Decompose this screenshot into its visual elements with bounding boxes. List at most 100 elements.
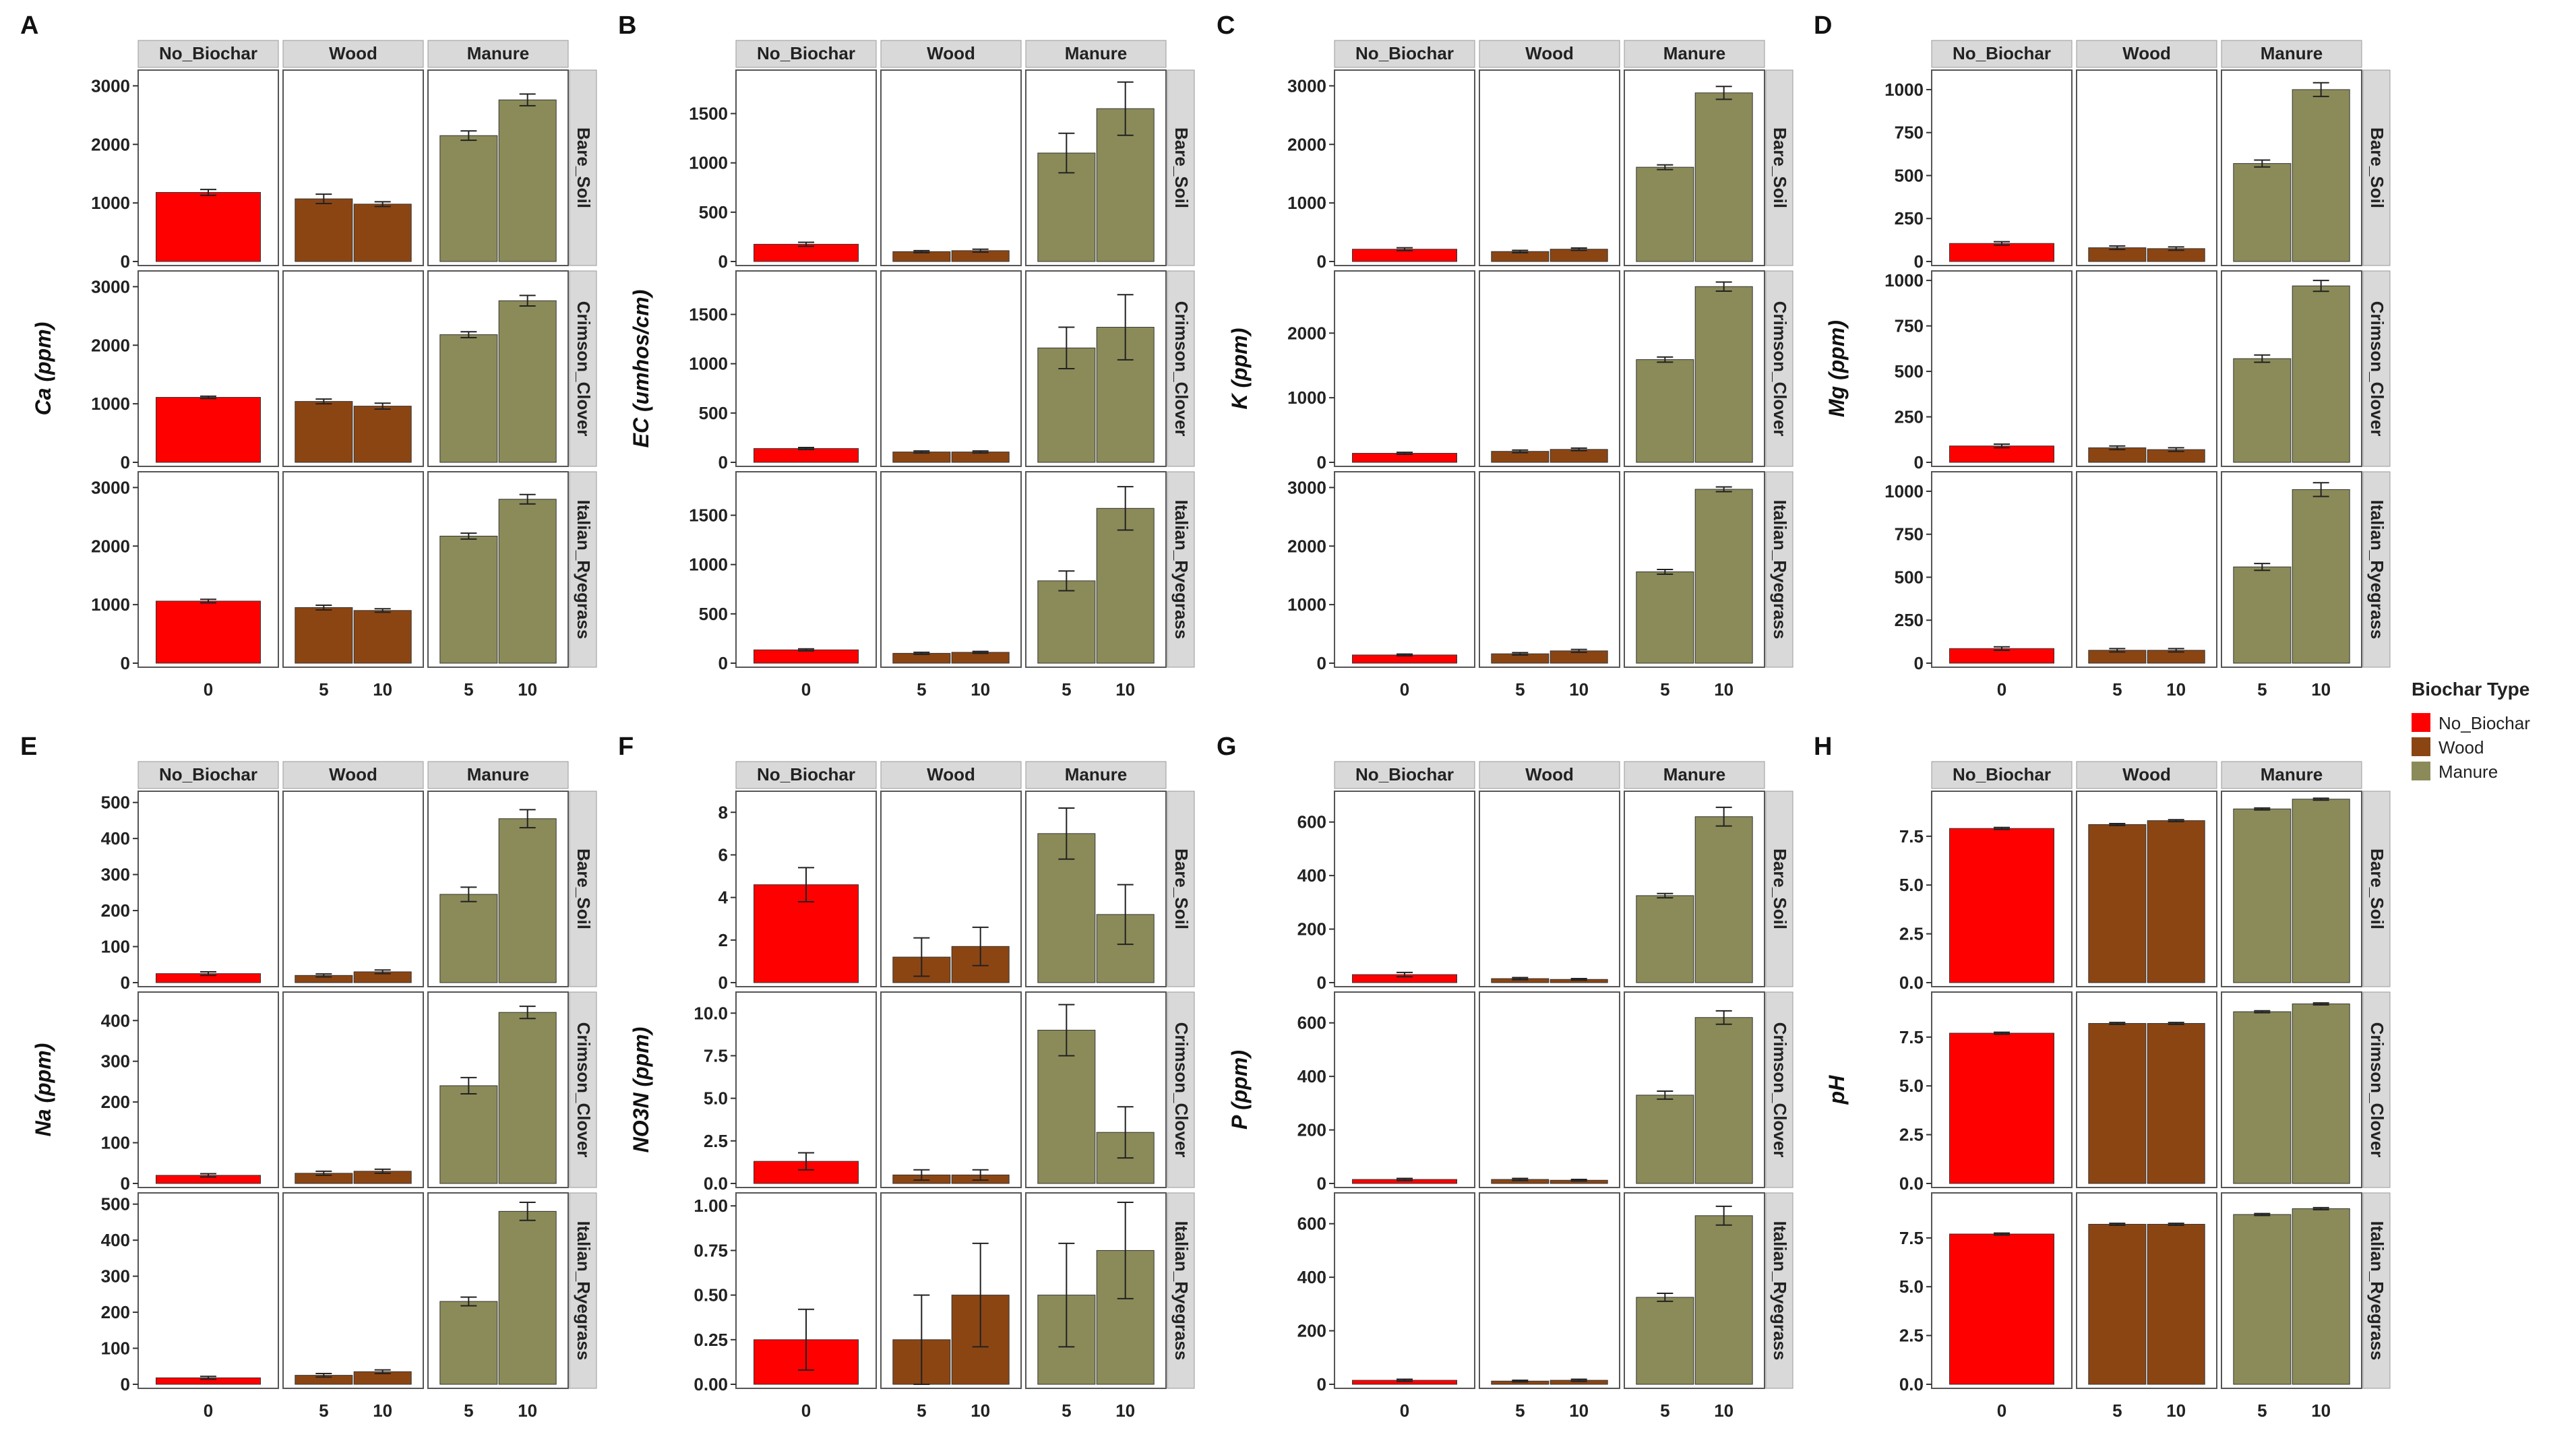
- chart-c-xtick-label: 10: [1569, 679, 1589, 700]
- chart-f-xtick-label: 10: [971, 1400, 990, 1421]
- chart-f-strip-manure: [1025, 761, 1167, 789]
- chart-h-xtick-label: 5: [2257, 1400, 2267, 1421]
- chart-e-ytick-label: 0: [121, 1173, 130, 1194]
- chart-a-ytick-label: 2000: [91, 536, 130, 556]
- chart-h-strip-manure: [2221, 761, 2362, 789]
- chart-f-row-label-bare_soil: Bare_Soil: [1171, 849, 1192, 929]
- chart-c-xtick-label: 5: [1515, 679, 1525, 700]
- chart-g-ytick-label: 600: [1297, 1214, 1326, 1234]
- chart-d-ytick-label: 750: [1895, 316, 1924, 336]
- chart-a-ytick-label: 0: [121, 653, 130, 673]
- chart-g-row-label-crimson_clover: Crimson_Clover: [1770, 1022, 1790, 1158]
- chart-b-panel-wood-italian_ryegrass: [880, 471, 1022, 668]
- chart-b-panel-no_biochar-crimson_clover: [735, 270, 877, 467]
- chart-g-ytick-label: 400: [1297, 1267, 1326, 1287]
- chart-g-xtick-label: 10: [1569, 1400, 1589, 1421]
- chart-e-xtick-label: 5: [464, 1400, 473, 1421]
- chart-c-row-strip-crimson_clover: [1765, 270, 1793, 467]
- chart-e-row-label-bare_soil: Bare_Soil: [574, 849, 594, 929]
- chart-c-xtick-label: 10: [1714, 679, 1734, 700]
- chart-a-xtick-label: 5: [464, 679, 473, 700]
- chart-g-y-axis-label: P (ppm): [1227, 1050, 1252, 1130]
- chart-f-strip-label-no_biochar: No_Biochar: [757, 764, 855, 784]
- chart-e-ytick-label: 300: [101, 865, 130, 885]
- legend-swatch-manure: [2412, 762, 2430, 780]
- chart-d-ytick-label: 500: [1895, 567, 1924, 587]
- chart-a-ytick-label: 2000: [91, 134, 130, 154]
- chart-c-strip-label-manure: Manure: [1663, 43, 1725, 63]
- chart-a-ytick-label: 1000: [91, 193, 130, 213]
- chart-f-row-strip-bare_soil: [1167, 791, 1195, 987]
- chart-c-ytick-label: 2000: [1287, 536, 1326, 556]
- chart-h-y-axis-label: pH: [1824, 1075, 1849, 1105]
- chart-c-row-label-italian_ryegrass: Italian_Ryegrass: [1770, 500, 1790, 640]
- chart-g-panel-no_biochar-crimson_clover: [1334, 991, 1475, 1188]
- chart-h-bar: [2147, 1224, 2205, 1385]
- chart-e-xtick-label: 5: [319, 1400, 328, 1421]
- chart-b-bar: [754, 448, 859, 463]
- chart-g-bar: [1636, 895, 1694, 983]
- chart-e-ytick-label: 400: [101, 1010, 130, 1030]
- chart-h-bar: [1949, 828, 2054, 983]
- chart-e-row-label-italian_ryegrass: Italian_Ryegrass: [574, 1221, 594, 1361]
- chart-d-strip-wood: [2076, 40, 2217, 68]
- legend-swatch-no-biochar: [2412, 713, 2430, 732]
- chart-d-row-strip-italian_ryegrass: [2362, 471, 2391, 668]
- chart-c-ytick-label: 0: [1317, 452, 1326, 472]
- chart-a-strip-no_biochar: [137, 40, 279, 68]
- chart-d-bar: [2233, 163, 2292, 262]
- chart-d-ytick-label: 1000: [1884, 481, 1924, 501]
- chart-b-row-label-crimson_clover: Crimson_Clover: [1171, 301, 1192, 437]
- chart-g-strip-manure: [1624, 761, 1765, 789]
- chart-d-ytick-label: 0: [1914, 653, 1924, 673]
- chart-h-strip-label-manure: Manure: [2261, 764, 2323, 784]
- chart-g-ytick-label: 200: [1297, 1321, 1326, 1341]
- chart-b-row-label-italian_ryegrass: Italian_Ryegrass: [1171, 500, 1192, 640]
- chart-a-bar: [439, 135, 498, 262]
- chart-d-bar: [2292, 489, 2350, 664]
- chart-f-ytick-label: 0: [718, 973, 728, 993]
- chart-b-xtick-label: 10: [1115, 679, 1135, 700]
- chart-g-row-label-italian_ryegrass: Italian_Ryegrass: [1770, 1221, 1790, 1361]
- chart-c-row-label-crimson_clover: Crimson_Clover: [1770, 301, 1790, 437]
- chart-g-row-label-bare_soil: Bare_Soil: [1770, 849, 1790, 929]
- chart-c-strip-label-no_biochar: No_Biochar: [1355, 43, 1454, 63]
- chart-d-bar: [2233, 358, 2292, 463]
- chart-a-bar: [439, 334, 498, 463]
- chart-a-bar: [156, 600, 261, 664]
- chart-g-row-strip-crimson_clover: [1765, 991, 1793, 1188]
- chart-h-row-label-italian_ryegrass: Italian_Ryegrass: [2367, 1221, 2387, 1361]
- chart-e-ytick-label: 0: [121, 973, 130, 993]
- chart-e-panel-no_biochar-italian_ryegrass: [137, 1192, 279, 1389]
- chart-a-row-strip-bare_soil: [569, 69, 597, 266]
- chart-b-ytick-label: 0: [718, 251, 728, 272]
- chart-b-row-strip-bare_soil: [1167, 69, 1195, 266]
- chart-c-ytick-label: 2000: [1287, 323, 1326, 343]
- chart-g-xtick-label: 10: [1714, 1400, 1734, 1421]
- chart-g-ytick-label: 400: [1297, 1066, 1326, 1086]
- chart-f-ytick-label: 7.5: [704, 1045, 728, 1066]
- legend-label-no-biochar: No_Biochar: [2439, 713, 2530, 733]
- chart-c-bar: [1636, 359, 1694, 463]
- chart-g-xtick-label: 0: [1400, 1400, 1409, 1421]
- chart-c-ytick-label: 1000: [1287, 388, 1326, 408]
- chart-h-strip-wood: [2076, 761, 2217, 789]
- chart-g-xtick-label: 5: [1660, 1400, 1669, 1421]
- chart-c-panel-no_biochar-crimson_clover: [1334, 270, 1475, 467]
- chart-a-bar: [295, 607, 353, 664]
- chart-b-y-axis-label: EC (umhos/cm): [629, 290, 653, 448]
- chart-b-strip-manure: [1025, 40, 1167, 68]
- chart-b-bar: [1037, 580, 1096, 664]
- chart-a-ytick-label: 3000: [91, 276, 130, 297]
- chart-g-ytick-label: 600: [1297, 812, 1326, 832]
- chart-a-bar: [353, 610, 412, 664]
- chart-e-ytick-label: 400: [101, 1230, 130, 1250]
- chart-g-panel-wood-italian_ryegrass: [1479, 1192, 1620, 1389]
- chart-h-xtick-label: 5: [2112, 1400, 2122, 1421]
- chart-h-row-label-bare_soil: Bare_Soil: [2367, 849, 2387, 929]
- chart-h-row-label-crimson_clover: Crimson_Clover: [2367, 1022, 2387, 1158]
- chart-f-ytick-label: 0.25: [694, 1330, 728, 1350]
- chart-b-ytick-label: 1000: [689, 555, 728, 575]
- chart-h-ytick-label: 7.5: [1899, 826, 1924, 846]
- chart-h-strip-no_biochar: [1931, 761, 2073, 789]
